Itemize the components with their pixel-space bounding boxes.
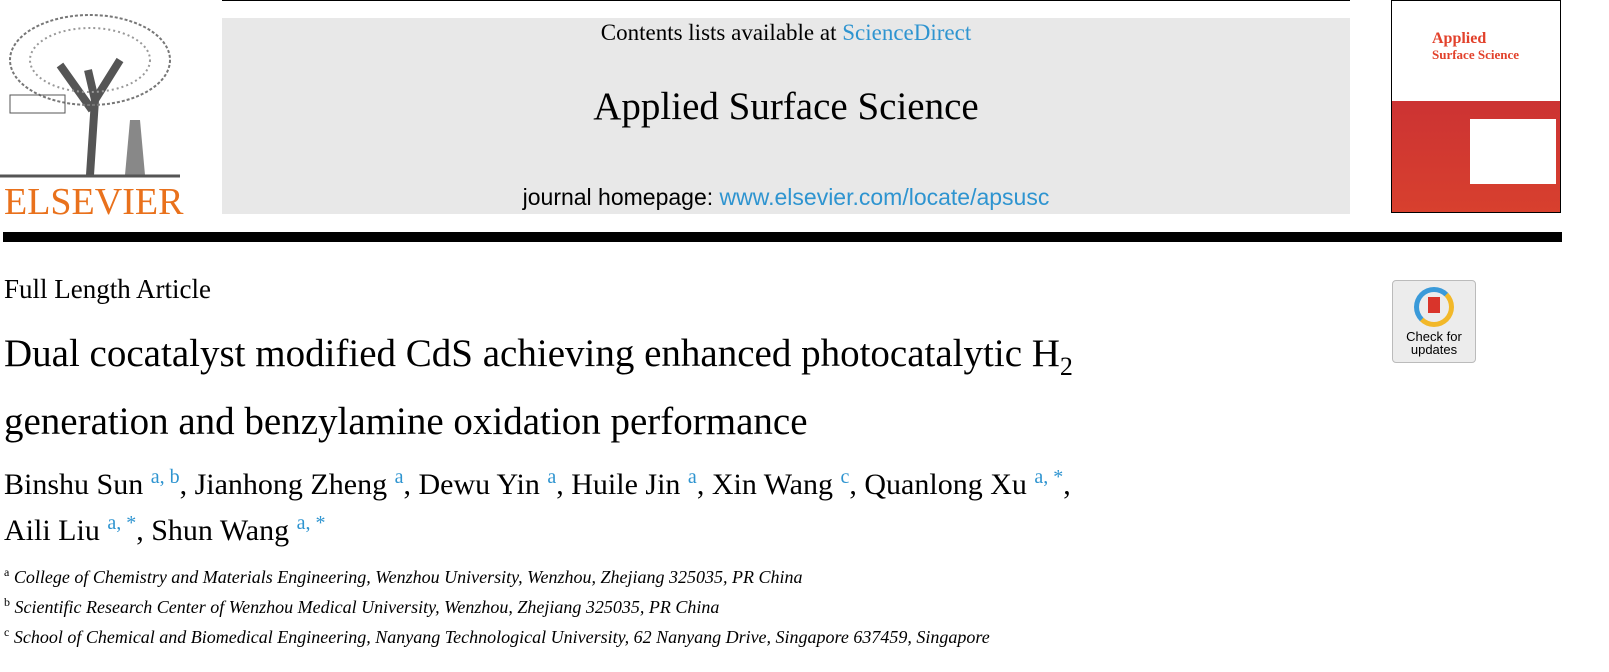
homepage-link[interactable]: www.elsevier.com/locate/apsusc [719, 184, 1050, 210]
cover-plot [1470, 119, 1556, 184]
contents-line: Contents lists available at ScienceDirec… [222, 20, 1350, 46]
contents-prefix: Contents lists available at [600, 20, 843, 45]
crossmark-icon [1414, 287, 1454, 327]
sciencedirect-link[interactable]: ScienceDirect [842, 20, 972, 45]
elsevier-logo-text: ELSEVIER [4, 181, 184, 223]
check-for-updates-button[interactable]: Check for updates [1392, 280, 1476, 363]
author[interactable]: Quanlong Xu a, * [864, 466, 1064, 501]
journal-cover: Applied Surface Science [1391, 0, 1561, 213]
affiliation: b Scientific Research Center of Wenzhou … [4, 595, 720, 617]
updates-label: updates [1410, 342, 1458, 357]
affiliation: c School of Chemical and Biomedical Engi… [4, 625, 990, 647]
journal-title: Applied Surface Science [593, 85, 979, 128]
author[interactable]: Binshu Sun a, b [4, 466, 180, 501]
article-title: Dual cocatalyst modified CdS achieving e… [4, 332, 1073, 443]
homepage-line: journal homepage: www.elsevier.com/locat… [222, 184, 1350, 211]
author[interactable]: Jianhong Zheng a [194, 466, 404, 501]
author[interactable]: Xin Wang c [711, 466, 850, 501]
author[interactable]: Aili Liu a, * [4, 512, 137, 547]
affiliation: a College of Chemistry and Materials Eng… [4, 565, 803, 587]
header-rule [222, 0, 1350, 1]
header-thick-rule [3, 232, 1562, 242]
journal-banner: Contents lists available at ScienceDirec… [222, 18, 1350, 214]
author[interactable]: Dewu Yin a [418, 466, 557, 501]
author[interactable]: Shun Wang a, * [151, 512, 326, 547]
affiliations: a College of Chemistry and Materials Eng… [4, 560, 990, 650]
homepage-prefix: journal homepage: [522, 184, 720, 210]
article-type: Full Length Article [4, 274, 211, 304]
cover-title: Applied Surface Science [1432, 30, 1520, 63]
elsevier-tree-logo [0, 14, 180, 178]
author-list: Binshu Sun a, b, Jianhong Zheng a, Dewu … [4, 466, 1071, 547]
author[interactable]: Huile Jin a [571, 466, 697, 501]
check-label: Check for [1406, 329, 1462, 344]
